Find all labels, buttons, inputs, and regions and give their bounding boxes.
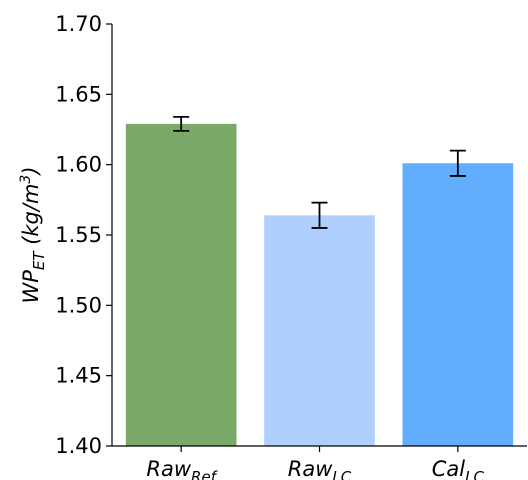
y-axis-title: WPET (kg/m3) bbox=[18, 166, 48, 303]
x-tick-label-2: CalLC bbox=[432, 457, 485, 480]
bar-1 bbox=[264, 215, 375, 446]
x-tick-label-sub: Ref bbox=[191, 468, 219, 480]
y-title-sub: ET bbox=[30, 250, 48, 270]
x-tick-label-sub: LC bbox=[332, 468, 351, 480]
y-tick-label: 1.70 bbox=[55, 12, 102, 36]
x-tick-label-base: Raw bbox=[288, 457, 333, 480]
y-tick-label: 1.65 bbox=[55, 82, 102, 106]
bars-group bbox=[125, 123, 514, 446]
error-bars-group bbox=[173, 115, 466, 229]
y-tick-label: 1.45 bbox=[55, 364, 102, 388]
x-tick-label-base: Raw bbox=[146, 457, 191, 480]
bar-2 bbox=[402, 163, 514, 446]
y-tick-label: 1.60 bbox=[55, 153, 102, 177]
y-tick-label: 1.55 bbox=[55, 223, 102, 247]
y-ticks-group: 1.40 1.45 1.50 1.55 1.60 1.65 1.70 bbox=[55, 12, 112, 458]
y-title-sup: 3 bbox=[18, 175, 34, 184]
y-title-unit-close: ) bbox=[19, 166, 43, 176]
y-tick-label: 1.50 bbox=[55, 293, 102, 317]
y-title-main: WP bbox=[19, 270, 43, 304]
y-tick-label: 1.40 bbox=[55, 434, 102, 458]
x-tick-label-sub: LC bbox=[465, 468, 484, 480]
x-tick-label-0: RawRef bbox=[146, 457, 218, 480]
bar-0 bbox=[125, 123, 237, 446]
x-ticks-group: RawRef RawLC CalLC bbox=[146, 446, 484, 480]
y-title-unit-open: (kg/m bbox=[19, 184, 43, 252]
x-tick-label-1: RawLC bbox=[288, 457, 352, 480]
x-tick-label-base: Cal bbox=[432, 457, 466, 480]
